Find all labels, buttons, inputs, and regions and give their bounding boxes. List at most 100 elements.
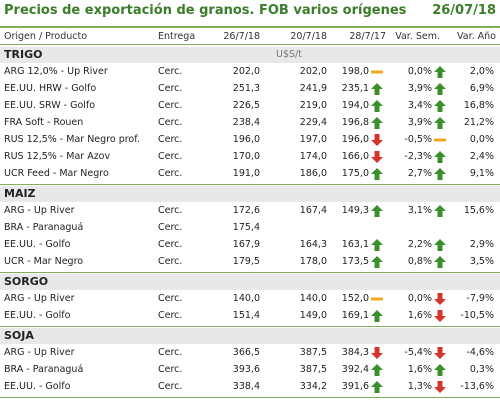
cell-var-sem: 0,0% [407,293,432,304]
section-header-soja: SOJA [0,328,500,344]
arrow-up-icon [434,364,446,376]
cell-price-3: 235,1 [341,83,369,94]
cell-entrega: Cerc. [158,239,183,250]
table-row: EE.UU. - Golfo Cerc. 167,9 164,3 163,1 2,2% 2,… [0,237,500,254]
cell-price-3: 194,0 [341,100,369,111]
section-divider [0,272,500,273]
cell-price-3: 173,5 [341,256,369,267]
cell-price-1: 167,9 [232,239,260,250]
cell-var-anio: 3,5% [469,256,494,267]
table-row: EE.UU. - Golfo Cerc. 151,4 149,0 169,1 1,6% -1… [0,308,500,325]
header-entrega: Entrega [158,31,196,42]
cell-entrega: Cerc. [158,310,183,321]
cell-price-2: 202,0 [299,66,327,77]
cell-price-1: 175,4 [232,222,260,233]
cell-producto: BRA - Paranaguá [4,364,84,375]
cell-var-anio: -10,5% [460,310,494,321]
cell-price-1: 172,6 [232,205,260,216]
cell-price-3: 196,0 [341,134,369,145]
cell-var-sem: 0,8% [407,256,432,267]
report-date: 26/07/18 [432,3,496,18]
table-row: EE.UU. SRW - Golfo Cerc. 226,5 219,0 194,0 3,… [0,98,500,115]
cell-entrega: Cerc. [158,293,183,304]
arrow-up-icon [371,168,383,180]
cell-entrega: Cerc. [158,381,183,392]
cell-var-sem: 2,7% [407,168,432,179]
cell-price-3: 196,8 [341,117,369,128]
cell-var-anio: 2,0% [469,66,494,77]
table-row: ARG - Up River Cerc. 366,5 387,5 384,3 -5,4% -… [0,345,500,362]
cell-price-3: 169,1 [341,310,369,321]
table-row: ARG 12,0% - Up River Cerc. 202,0 202,0 198,0… [0,64,500,81]
cell-var-sem: 3,9% [407,117,432,128]
cell-var-sem: 1,6% [407,310,432,321]
section-header-sorgo: SORGO [0,274,500,290]
cell-price-2: 387,5 [299,364,327,375]
cell-var-sem: -0,5% [404,134,432,145]
arrow-up-icon [371,256,383,268]
cell-producto: UCR Feed - Mar Negro [4,168,109,179]
arrow-down-icon [434,381,446,393]
cell-price-1: 238,4 [232,117,260,128]
cell-var-sem: 1,6% [407,364,432,375]
arrow-down-icon [434,293,446,305]
cell-price-1: 170,0 [232,151,260,162]
table-row: RUS 12,5% - Mar Negro prof. Cerc. 196,0 197… [0,132,500,149]
cell-price-1: 196,0 [232,134,260,145]
table-row: ARG - Up River Cerc. 172,6 167,4 149,3 3,1% 15… [0,203,500,220]
cell-price-2: 229,4 [299,117,327,128]
no-change-icon [371,293,383,305]
cell-producto: EE.UU. HRW - Golfo [4,83,97,94]
unit-label: U$S/t [276,49,302,60]
cell-price-2: 241,9 [299,83,327,94]
cell-price-2: 186,0 [299,168,327,179]
table-row: FRA Soft - Rouen Cerc. 238,4 229,4 196,8 3,9%… [0,115,500,132]
cell-entrega: Cerc. [158,222,183,233]
cell-price-1: 366,5 [232,347,260,358]
cell-price-1: 140,0 [232,293,260,304]
cell-var-sem: 1,3% [407,381,432,392]
arrow-down-icon [371,347,383,359]
cell-entrega: Cerc. [158,205,183,216]
cell-var-sem: -5,4% [404,347,432,358]
cell-price-2: 149,0 [299,310,327,321]
cell-producto: UCR - Mar Negro [4,256,84,267]
cell-price-2: 167,4 [299,205,327,216]
arrow-down-icon [434,347,446,359]
table-row: EE.UU. - Golfo Cerc. 338,4 334,2 391,6 1,3% -1… [0,379,500,396]
arrow-up-icon [371,239,383,251]
cell-entrega: Cerc. [158,168,183,179]
report-title: Precios de exportación de granos. FOB va… [4,3,407,18]
cell-producto: RUS 12,5% - Mar Azov [4,151,111,162]
cell-var-anio: 0,0% [469,134,494,145]
cell-price-3: 152,0 [341,293,369,304]
cell-price-1: 393,6 [232,364,260,375]
arrow-up-icon [371,100,383,112]
arrow-up-icon [434,66,446,78]
no-change-icon [434,134,446,146]
cell-producto: EE.UU. - Golfo [4,381,71,392]
arrow-up-icon [434,239,446,251]
cell-price-3: 392,4 [341,364,369,375]
arrow-up-icon [371,117,383,129]
arrow-up-icon [434,117,446,129]
cell-price-1: 251,3 [232,83,260,94]
cell-price-2: 387,5 [299,347,327,358]
arrow-up-icon [371,364,383,376]
cell-var-anio: 6,9% [469,83,494,94]
table-row: UCR Feed - Mar Negro Cerc. 191,0 186,0 175,0… [0,166,500,183]
cell-price-3: 175,0 [341,168,369,179]
cell-var-anio: -7,9% [466,293,494,304]
header-var-anio: Var. Año [457,31,496,42]
cell-entrega: Cerc. [158,117,183,128]
cell-producto: ARG 12,0% - Up River [4,66,108,77]
section-name: SORGO [4,275,49,288]
cell-price-3: 163,1 [341,239,369,250]
cell-var-sem: 3,1% [407,205,432,216]
arrow-up-icon [434,205,446,217]
section-divider [0,326,500,327]
cell-price-1: 202,0 [232,66,260,77]
cell-var-anio: 2,4% [469,151,494,162]
arrow-up-icon [371,310,383,322]
arrow-down-icon [434,310,446,322]
